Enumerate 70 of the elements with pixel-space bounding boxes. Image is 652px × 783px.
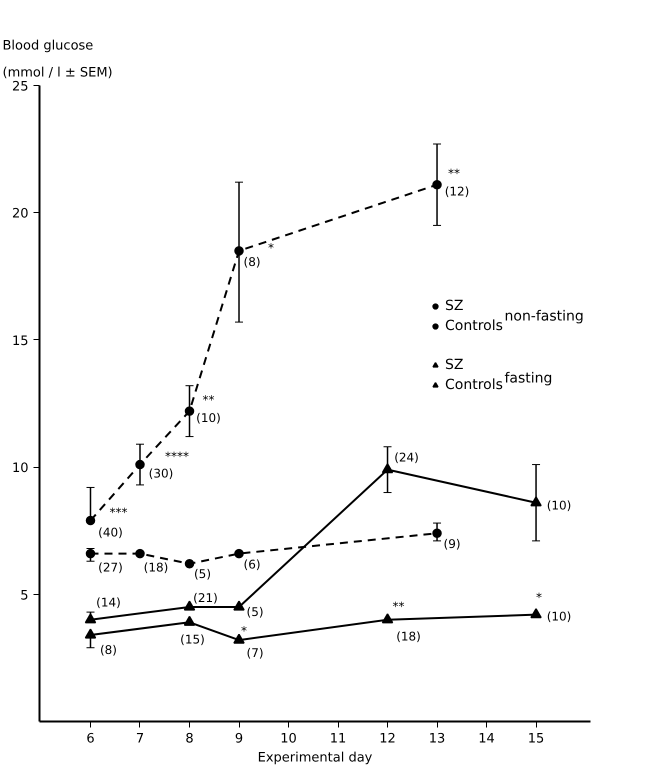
annotation: ***: [109, 506, 128, 520]
y-tick-label: 5: [20, 588, 29, 604]
x-tick-label: 6: [86, 732, 95, 746]
annotation: (5): [246, 605, 264, 620]
annotation: (6): [244, 558, 261, 572]
point: [184, 406, 194, 416]
annotation: (10): [546, 498, 572, 513]
point: [530, 496, 542, 506]
point: [432, 180, 442, 190]
annotation: (27): [98, 560, 123, 575]
x-tick-label: 7: [136, 732, 144, 746]
x-tick-label: 15: [528, 732, 544, 746]
annotation: (10): [196, 411, 221, 426]
annotation: (24): [394, 450, 419, 465]
annotation: (18): [144, 560, 168, 575]
point: [86, 516, 96, 526]
annotation: ****: [164, 450, 189, 464]
annotation: (9): [444, 537, 461, 552]
legend-label: Controls: [445, 376, 503, 395]
annotation: (10): [546, 610, 572, 624]
annotation: (40): [98, 526, 123, 540]
annotation: *: [268, 240, 274, 255]
legend-label: SZ: [445, 297, 464, 316]
point: [135, 548, 145, 558]
annotation: **: [392, 600, 405, 614]
x-tick-label: 13: [428, 732, 446, 746]
annotation: (21): [193, 591, 218, 606]
x-tick-label: 8: [185, 732, 194, 746]
point: [184, 616, 196, 626]
annotation: *: [241, 624, 248, 638]
annotation: (18): [396, 630, 421, 644]
annotation: (12): [444, 184, 470, 199]
annotation: (5): [194, 566, 212, 581]
point: [86, 548, 96, 558]
point: [84, 628, 96, 639]
annotation: **: [448, 166, 460, 181]
annotation: (7): [246, 646, 264, 660]
point: [432, 528, 442, 538]
legend-label: Controls: [445, 317, 503, 336]
x-tick-label: 14: [478, 732, 495, 746]
point: [233, 634, 245, 644]
point: [234, 246, 244, 256]
annotation: (8): [244, 254, 261, 269]
x-axis-title: Experimental day: [258, 750, 373, 766]
x-tick-label: 12: [379, 732, 396, 746]
annotation: **: [202, 393, 215, 408]
y-tick-label: 15: [12, 334, 29, 349]
point: [135, 460, 145, 470]
y-axis-title: Blood glucose (mmol / l ± SEM): [2, 38, 113, 80]
y-tick-label: 10: [12, 461, 29, 476]
x-tick-label: 10: [280, 732, 297, 746]
x-tick-label: 11: [330, 732, 346, 746]
annotation: non-fasting: [504, 308, 584, 324]
annotation: (30): [148, 466, 174, 481]
y-tick-label: 25: [12, 80, 29, 94]
legend-label: SZ: [445, 356, 464, 375]
point: [233, 600, 245, 611]
annotation: fasting: [504, 370, 552, 386]
point: [184, 600, 196, 611]
annotation: *: [536, 590, 542, 605]
annotation: (15): [180, 632, 205, 646]
y-tick-label: 20: [12, 206, 29, 222]
x-tick-label: 9: [234, 732, 244, 746]
point: [234, 548, 244, 558]
annotation: (8): [100, 643, 117, 658]
annotation: (14): [96, 596, 121, 610]
point: [382, 463, 394, 474]
point: [184, 559, 194, 569]
point: [382, 613, 394, 624]
point: [530, 608, 542, 618]
